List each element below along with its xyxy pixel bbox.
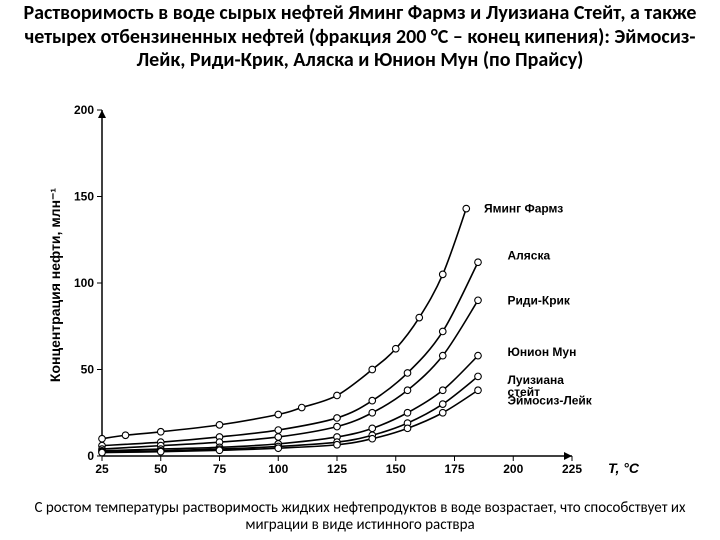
- data-marker: [298, 404, 305, 411]
- data-marker: [439, 328, 446, 335]
- svg-text:25: 25: [95, 462, 109, 476]
- data-marker: [404, 370, 411, 377]
- svg-text:200: 200: [74, 104, 94, 117]
- data-marker: [99, 449, 106, 456]
- svg-text:50: 50: [81, 363, 95, 377]
- data-marker: [369, 366, 376, 373]
- svg-text:100: 100: [268, 462, 288, 476]
- y-axis-label: Концентрация нефти, млн⁻¹: [47, 188, 63, 383]
- solubility-chart: 25 50 75 100 125 150 175 200 225 0 50 100 150 200 T, °…: [40, 104, 680, 486]
- data-marker: [439, 271, 446, 278]
- data-marker: [475, 352, 482, 359]
- svg-text:T, °C: T, °C: [608, 460, 640, 476]
- data-marker: [463, 205, 470, 212]
- page-title: Растворимость в воде сырых нефтей Яминг …: [20, 2, 700, 73]
- series-curve: [102, 356, 478, 451]
- data-marker: [369, 409, 376, 416]
- series-label: Яминг Фармз: [484, 202, 563, 216]
- svg-text:225: 225: [562, 462, 582, 476]
- series-label: Юнион Мун: [508, 345, 577, 359]
- data-marker: [404, 409, 411, 416]
- data-marker: [216, 447, 223, 454]
- data-marker: [275, 445, 282, 452]
- svg-text:150: 150: [386, 462, 406, 476]
- svg-text:50: 50: [154, 462, 168, 476]
- data-marker: [439, 352, 446, 359]
- data-marker: [439, 387, 446, 394]
- data-marker: [475, 259, 482, 266]
- svg-text:100: 100: [74, 276, 94, 290]
- chart-svg: 25 50 75 100 125 150 175 200 225 0 50 100 150 200 T, °…: [40, 104, 680, 486]
- svg-text:175: 175: [444, 462, 464, 476]
- data-marker: [275, 427, 282, 434]
- data-marker: [275, 411, 282, 418]
- data-marker: [334, 415, 341, 422]
- data-marker: [99, 435, 106, 442]
- data-marker: [475, 387, 482, 394]
- series-label: Эймосиз-Лейк: [508, 394, 593, 408]
- data-marker: [369, 397, 376, 404]
- data-marker: [404, 425, 411, 432]
- data-marker: [475, 373, 482, 380]
- data-marker: [439, 409, 446, 416]
- data-marker: [275, 434, 282, 441]
- data-marker: [439, 401, 446, 408]
- series-label: Риди-Крик: [508, 293, 571, 307]
- data-marker: [475, 297, 482, 304]
- data-marker: [404, 387, 411, 394]
- svg-text:200: 200: [503, 462, 523, 476]
- series-curve: [102, 262, 478, 445]
- data-marker: [369, 425, 376, 432]
- page-caption: С ростом температуры растворимость жидки…: [24, 500, 696, 535]
- data-marker: [334, 441, 341, 448]
- svg-text:125: 125: [327, 462, 347, 476]
- data-marker: [416, 314, 423, 321]
- series-curve: [102, 300, 478, 449]
- data-marker: [369, 435, 376, 442]
- data-marker: [334, 423, 341, 430]
- svg-text:75: 75: [213, 462, 227, 476]
- series-label: Аляска: [508, 248, 551, 262]
- data-marker: [334, 392, 341, 399]
- data-marker: [392, 345, 399, 352]
- data-marker: [157, 428, 164, 435]
- svg-text:0: 0: [87, 449, 94, 463]
- series-curve: [102, 209, 466, 439]
- data-marker: [157, 448, 164, 455]
- data-marker: [216, 422, 223, 429]
- data-marker: [122, 432, 129, 439]
- svg-text:150: 150: [74, 190, 94, 204]
